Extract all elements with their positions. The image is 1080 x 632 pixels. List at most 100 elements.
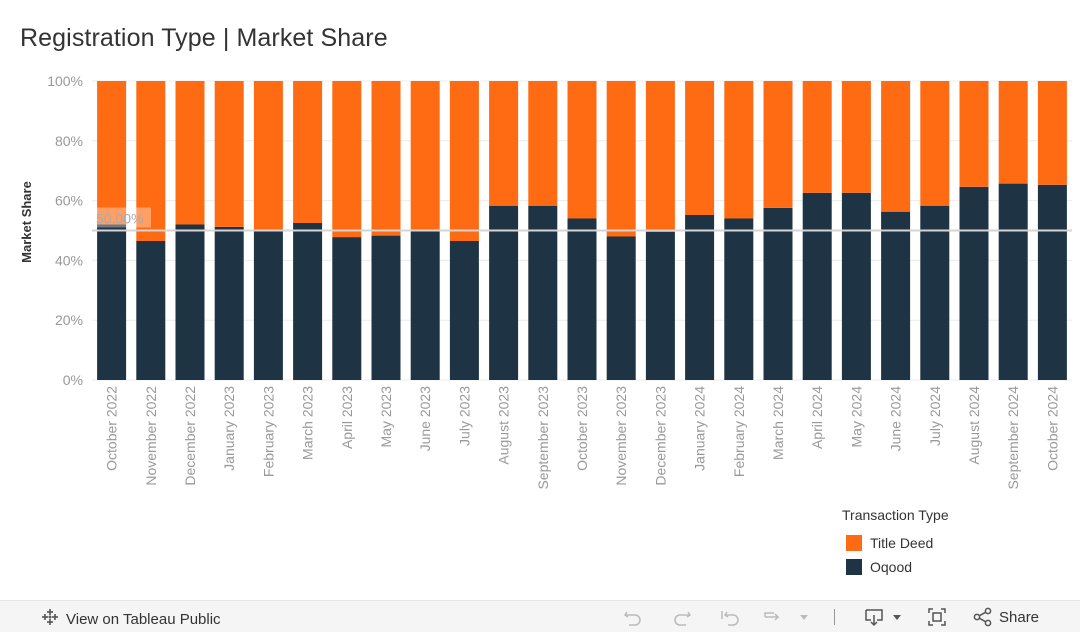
x-tick-label: February 2024 <box>731 386 747 477</box>
bar-title-deed[interactable] <box>920 81 950 206</box>
legend-item-oqood[interactable]: Oqood <box>842 555 949 579</box>
bar-title-deed[interactable] <box>881 81 911 212</box>
y-axis-label: Market Share <box>19 181 34 263</box>
share-icon[interactable] <box>972 607 994 627</box>
bar-title-deed[interactable] <box>802 81 832 193</box>
x-tick-label: September 2023 <box>535 386 551 490</box>
download-dropdown-icon[interactable] <box>886 607 908 627</box>
bar-title-deed[interactable] <box>567 81 597 219</box>
x-tick-label: July 2023 <box>456 386 472 446</box>
redo-icon[interactable] <box>671 607 693 627</box>
bar-title-deed[interactable] <box>175 81 205 225</box>
bar-title-deed[interactable] <box>293 81 323 223</box>
x-tick-label: June 2024 <box>888 386 904 452</box>
bar-oqood[interactable] <box>841 192 871 380</box>
bar-title-deed[interactable] <box>685 81 715 215</box>
chart-title: Registration Type | Market Share <box>20 24 388 52</box>
bar-title-deed[interactable] <box>214 81 244 227</box>
bar-oqood[interactable] <box>567 218 597 381</box>
reference-line-label: 50.00% <box>96 211 143 227</box>
fullscreen-icon[interactable] <box>926 607 948 627</box>
bar-title-deed[interactable] <box>253 81 283 232</box>
bar-oqood[interactable] <box>959 186 989 380</box>
x-tick-label: May 2024 <box>848 386 864 448</box>
bar-title-deed[interactable] <box>606 81 636 237</box>
share-button[interactable]: Share <box>999 609 1040 626</box>
x-axis-ticks: October 2022 November 2022 December 2022 Ja… <box>104 386 1061 490</box>
x-tick-label: August 2024 <box>966 386 982 465</box>
bar-oqood[interactable] <box>410 231 440 380</box>
y-tick-label: 100% <box>47 73 83 89</box>
bar-oqood[interactable] <box>293 223 323 380</box>
bar-oqood[interactable] <box>528 205 558 380</box>
legend-swatch-title-deed <box>846 535 862 551</box>
bar-title-deed[interactable] <box>841 81 871 193</box>
bar-title-deed[interactable] <box>645 81 675 232</box>
bar-oqood[interactable] <box>371 235 401 380</box>
x-tick-label: April 2023 <box>339 386 355 449</box>
x-tick-label: September 2024 <box>1005 386 1021 490</box>
bar-oqood[interactable] <box>881 211 911 380</box>
bar-oqood[interactable] <box>449 241 479 380</box>
bar-title-deed[interactable] <box>136 81 166 241</box>
bar-title-deed[interactable] <box>332 81 362 238</box>
bar-oqood[interactable] <box>136 241 166 380</box>
bar-oqood[interactable] <box>332 237 362 380</box>
x-tick-label: November 2023 <box>613 386 629 486</box>
refresh-icon[interactable] <box>762 607 784 627</box>
legend-item-title-deed[interactable]: Title Deed <box>842 531 949 555</box>
undo-icon[interactable] <box>622 607 644 627</box>
bar-title-deed[interactable] <box>410 81 440 232</box>
refresh-dropdown-icon[interactable] <box>793 607 815 627</box>
x-tick-label: March 2024 <box>770 386 786 460</box>
x-tick-label: February 2023 <box>260 386 276 477</box>
x-tick-label: January 2024 <box>692 386 708 471</box>
bar-oqood[interactable] <box>998 183 1028 380</box>
bar-title-deed[interactable] <box>371 81 401 236</box>
revert-icon[interactable] <box>719 607 741 627</box>
bar-oqood[interactable] <box>724 218 754 381</box>
bar-oqood[interactable] <box>489 205 519 380</box>
x-tick-label: March 2023 <box>300 386 316 460</box>
bar-title-deed[interactable] <box>528 81 558 206</box>
bar-title-deed[interactable] <box>449 81 479 241</box>
bar-title-deed[interactable] <box>97 81 127 225</box>
tableau-logo-icon <box>40 607 60 632</box>
bar-oqood[interactable] <box>253 231 283 380</box>
bar-title-deed[interactable] <box>724 81 754 219</box>
bar-oqood[interactable] <box>645 232 675 380</box>
x-tick-label: December 2022 <box>182 386 198 486</box>
bar-oqood[interactable] <box>214 226 244 380</box>
bar-title-deed[interactable] <box>998 81 1028 184</box>
legend-label-title-deed: Title Deed <box>870 535 934 551</box>
bar-title-deed[interactable] <box>489 81 519 206</box>
legend-label-oqood: Oqood <box>870 559 913 575</box>
y-tick-label: 20% <box>55 312 83 328</box>
download-icon[interactable] <box>864 607 886 627</box>
bar-oqood[interactable] <box>1037 184 1067 380</box>
x-tick-label: July 2024 <box>927 386 943 446</box>
bar-oqood[interactable] <box>685 215 715 380</box>
bar-oqood[interactable] <box>97 224 127 381</box>
bar-title-deed[interactable] <box>1037 81 1067 185</box>
x-tick-label: November 2022 <box>143 386 159 486</box>
legend-title: Transaction Type <box>842 507 949 523</box>
x-tick-label: October 2023 <box>574 386 590 471</box>
bar-oqood[interactable] <box>763 207 793 380</box>
y-tick-label: 0% <box>63 372 83 388</box>
reference-line: 50.00% <box>92 207 1072 232</box>
x-tick-label: April 2024 <box>809 386 825 449</box>
x-tick-label: October 2022 <box>104 386 120 471</box>
bar-title-deed[interactable] <box>959 81 989 187</box>
y-tick-label: 40% <box>55 252 83 268</box>
y-tick-label: 80% <box>55 133 83 149</box>
bar-oqood[interactable] <box>802 192 832 380</box>
legend-swatch-oqood <box>846 559 862 575</box>
bar-oqood[interactable] <box>175 224 205 381</box>
bar-title-deed[interactable] <box>763 81 793 208</box>
bar-oqood[interactable] <box>920 205 950 380</box>
toolbar-separator <box>834 609 835 625</box>
view-on-tableau-link[interactable]: View on Tableau Public <box>40 607 221 632</box>
bar-oqood[interactable] <box>606 236 636 381</box>
y-axis-ticks: 0% 20% 40% 60% 80% 100% <box>47 73 83 388</box>
